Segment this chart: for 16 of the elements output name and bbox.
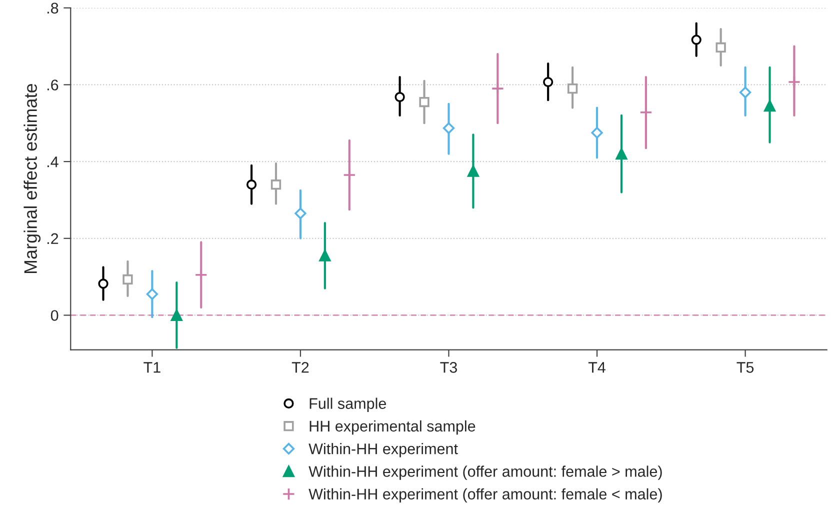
legend-label: Within-HH experiment (offer amount: female < male) [308,488,662,503]
y-tick-label: .8 [47,2,58,14]
y-tick-label: .4 [47,156,58,168]
x-tick-label: T1 [144,362,160,373]
y-tick-label: 0 [50,310,58,321]
x-tick-label: T2 [292,362,309,373]
y-axis-title: Marginal effect estimate [24,84,41,274]
x-tick-label: T4 [588,362,606,373]
legend-label: Within-HH experiment [308,443,458,458]
y-tick-label: .6 [47,80,58,90]
x-tick-label: T3 [440,362,457,373]
legend-label: Within-HH experiment (offer amount: female > male) [308,466,662,480]
legend-label: Full sample [310,398,386,412]
x-tick-label: T5 [736,362,754,373]
y-tick-label: .2 [47,233,58,244]
legend-label: HH experimental sample [310,420,476,435]
